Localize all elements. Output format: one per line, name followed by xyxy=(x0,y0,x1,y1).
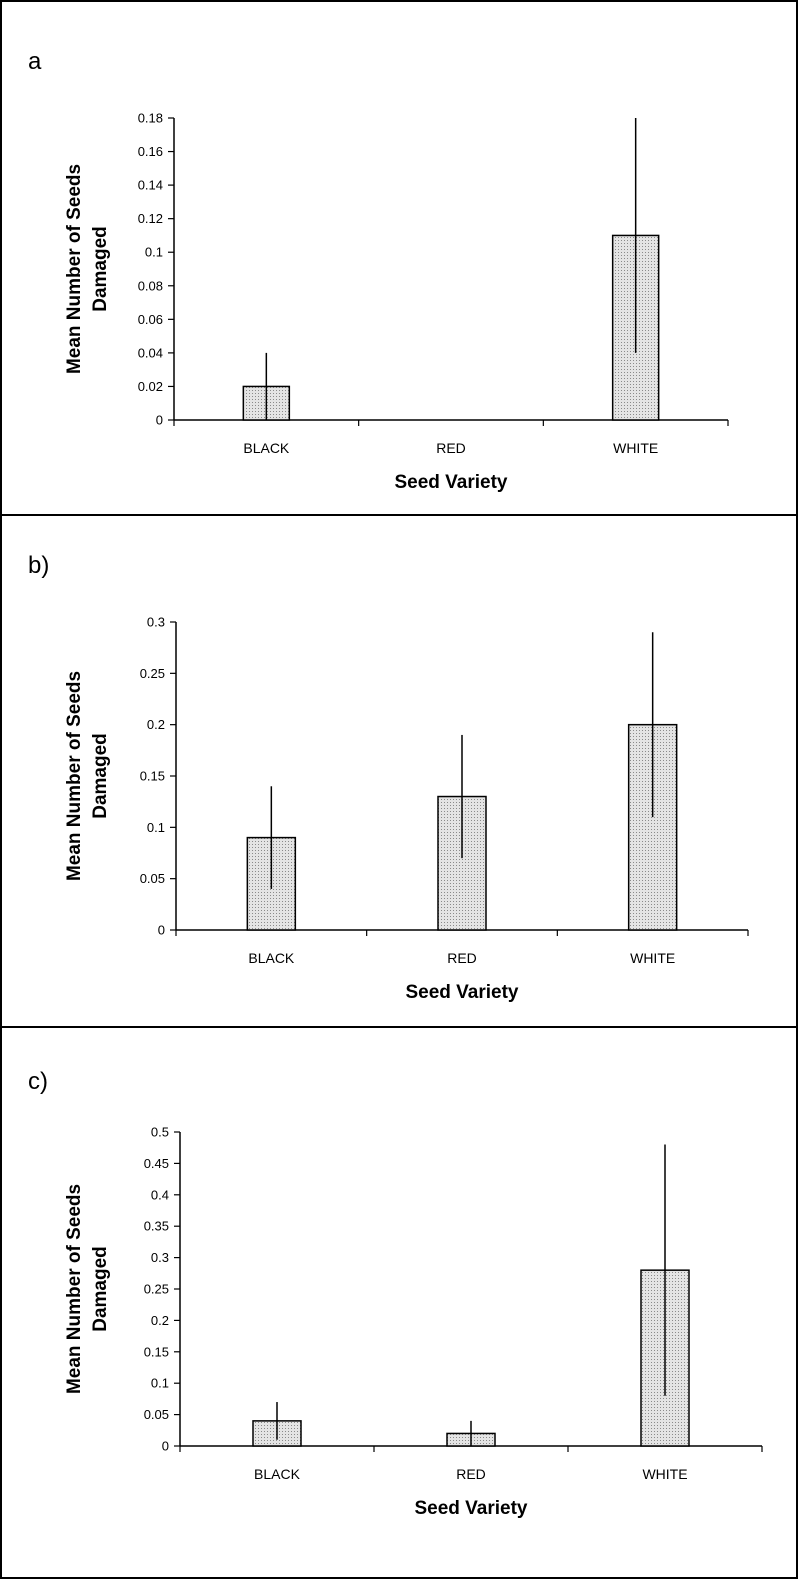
y-tick-label: 0.02 xyxy=(138,379,163,394)
y-tick-label: 0.3 xyxy=(147,615,165,630)
x-tick-label: RED xyxy=(456,1466,486,1482)
bar-chart-b: 0 0.05 0.1 0.15 0.2 0.25 0.3 BLACK RED WHITE Seed … xyxy=(64,615,749,1003)
y-tick-label: 0.06 xyxy=(138,312,163,327)
bar-chart-c: 0 0.05 0.1 0.15 0.2 0.25 0.3 0.35 0.4 0.45 0.5 BLAC… xyxy=(64,1125,763,1519)
x-tick-label: WHITE xyxy=(613,440,658,456)
x-axis-title: Seed Variety xyxy=(405,982,518,1003)
y-tick-label: 0.05 xyxy=(144,1407,169,1422)
y-tick-label: 0 xyxy=(156,413,163,428)
y-tick-label: 0.12 xyxy=(138,211,163,226)
x-tick-label: BLACK xyxy=(243,440,290,456)
y-tick-label: 0.25 xyxy=(144,1282,169,1297)
panel-label-c: c) xyxy=(28,1068,48,1095)
x-axis-title: Seed Variety xyxy=(394,472,507,493)
y-tick-label: 0.16 xyxy=(138,144,163,159)
y-tick-label: 0.2 xyxy=(151,1313,169,1328)
x-tick-label: BLACK xyxy=(254,1466,301,1482)
x-tick-label: WHITE xyxy=(630,950,675,966)
chart-panel-c: c) 0 0.05 0.1 0.15 0.2 0.25 0.3 0.35 0.4 0.45 0.5 B… xyxy=(0,1026,798,1579)
y-tick-label: 0.45 xyxy=(144,1156,169,1171)
y-axis-title-line-1: Mean Number of Seeds xyxy=(64,164,85,374)
y-tick-label: 0.05 xyxy=(140,871,165,886)
panel-label-b: b) xyxy=(28,552,50,579)
y-tick-label: 0.1 xyxy=(145,245,163,260)
x-tick-label: BLACK xyxy=(248,950,295,966)
x-tick-label: RED xyxy=(447,950,477,966)
y-tick-label: 0.2 xyxy=(147,717,165,732)
x-tick-label: WHITE xyxy=(642,1466,687,1482)
y-tick-label: 0.5 xyxy=(151,1125,169,1140)
y-tick-label: 0.15 xyxy=(140,769,165,784)
x-axis-title: Seed Variety xyxy=(414,1498,527,1519)
panel-label-a: a xyxy=(28,48,42,75)
y-tick-label: 0 xyxy=(162,1439,169,1454)
y-tick-label: 0.08 xyxy=(138,278,163,293)
y-tick-label: 0.35 xyxy=(144,1219,169,1234)
y-tick-label: 0 xyxy=(158,923,165,938)
y-tick-label: 0.4 xyxy=(151,1187,169,1202)
y-axis-title-line-1: Mean Number of Seeds xyxy=(64,1184,85,1394)
y-tick-label: 0.14 xyxy=(138,178,163,193)
bar-chart-a: 0 0.02 0.04 0.06 0.08 0.1 0.12 0.14 0.16 0.18 BLAC… xyxy=(64,111,729,493)
y-tick-label: 0.25 xyxy=(140,666,165,681)
x-tick-label: RED xyxy=(436,440,466,456)
y-tick-label: 0.15 xyxy=(144,1344,169,1359)
y-tick-label: 0.3 xyxy=(151,1250,169,1265)
chart-panel-a: a 0 0.02 0.04 0.06 0.08 0.1 0.12 0.14 0.16 0.18 BL… xyxy=(0,0,798,516)
y-axis-title-line-2: Damaged xyxy=(90,226,111,312)
chart-panel-b: b) 0 0.05 0.1 0.15 0.2 0.25 0.3 BLACK RED WHITE Se… xyxy=(0,514,798,1028)
y-axis-title-line-2: Damaged xyxy=(90,1246,111,1332)
y-tick-label: 0.1 xyxy=(151,1376,169,1391)
y-axis-title-line-2: Damaged xyxy=(90,733,111,819)
y-tick-label: 0.04 xyxy=(138,345,163,360)
y-tick-label: 0.18 xyxy=(138,111,163,126)
y-axis-title-line-1: Mean Number of Seeds xyxy=(64,671,85,881)
y-tick-label: 0.1 xyxy=(147,820,165,835)
